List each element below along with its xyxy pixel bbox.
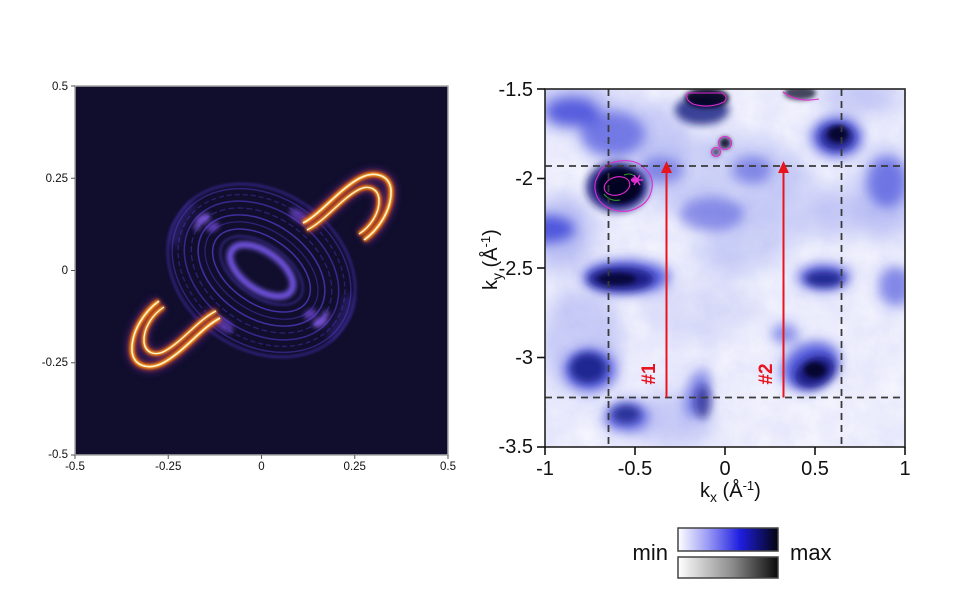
cut-label-1: #1 — [639, 363, 660, 385]
tick-label: -0.5 — [65, 461, 85, 473]
flame-arcs — [132, 168, 397, 366]
simulation-tick-labels: -0.5 -0.25 0 0.25 0.5 0.5 0.25 0 -0.25 -… — [42, 81, 456, 473]
simulation-content — [132, 168, 397, 392]
cut-arrow-1 — [661, 161, 672, 398]
intensity-contours — [594, 91, 820, 213]
tick-label: -0.5 — [48, 449, 68, 461]
tick-label: -0.25 — [155, 461, 181, 473]
colorbar-max-label: max — [790, 540, 832, 565]
tick-label: 0 — [258, 461, 264, 473]
tick-label: -3 — [515, 347, 533, 369]
map-content: #1 #2 — [545, 89, 905, 447]
tick-label: -0.5 — [618, 458, 652, 480]
tick-label: 0.5 — [801, 458, 829, 480]
tick-label: -0.25 — [42, 357, 68, 369]
simulation-plot-area — [74, 85, 449, 456]
tick-label: -2.5 — [499, 258, 533, 280]
gray-colorbar — [677, 556, 779, 579]
cut-label-2: #2 — [756, 363, 777, 384]
blue-colorbar — [677, 527, 779, 552]
arrow-up-icon — [661, 161, 672, 173]
tick-label: 0 — [719, 458, 730, 480]
dashed-guide-lines — [545, 89, 905, 447]
tick-label: -3.5 — [499, 436, 533, 458]
arrow-up-icon — [778, 161, 789, 173]
tick-label: 0.25 — [46, 173, 68, 185]
colorbar-legend: min max — [633, 527, 832, 579]
y-axis-label: ky (Å-1) — [478, 229, 505, 290]
tick-label: -2 — [515, 168, 533, 190]
tick-label: 0.5 — [440, 461, 456, 473]
tick-label: 0 — [62, 265, 68, 277]
simulation-ticks — [71, 85, 449, 459]
x-axis-label: kx (Å-1) — [700, 478, 761, 505]
tick-label: 1 — [899, 458, 910, 480]
map-ticks — [537, 88, 906, 455]
simulation-panel: -0.5 -0.25 0 0.25 0.5 0.5 0.25 0 -0.25 -… — [42, 81, 456, 473]
tick-label: 0.25 — [344, 461, 366, 473]
colorbar-min-label: min — [633, 540, 668, 565]
tick-label: -1.5 — [499, 79, 533, 101]
tick-label: -1 — [536, 458, 554, 480]
map-tick-labels: -1 -0.5 0 0.5 1 -1.5 -2 -2.5 -3 -3.5 — [499, 79, 911, 480]
cut-arrow-2 — [778, 161, 789, 398]
experimental-map-panel: #1 #2 -1 -0.5 0 0.5 1 -1.5 -2 -2.5 -3 -3… — [478, 79, 911, 505]
asterisk-marker-icon — [631, 174, 643, 186]
tick-label: 0.5 — [52, 81, 68, 93]
